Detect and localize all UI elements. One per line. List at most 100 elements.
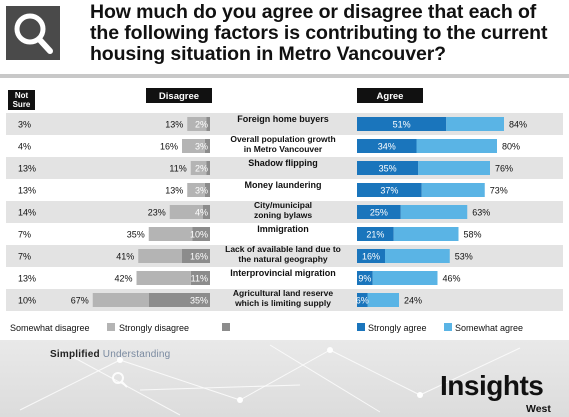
strongly-disagree-label: 3% (195, 142, 208, 152)
strongly-agree-label: 9% (358, 274, 371, 284)
somewhat-disagree-bar (138, 249, 182, 263)
category-label: the natural geography (238, 254, 328, 264)
strongly-disagree-label: 11% (191, 274, 208, 284)
strongly-disagree-label: 2% (195, 120, 208, 130)
not-sure-header-label: Sure (13, 100, 31, 109)
legend-swatch (444, 323, 452, 331)
strongly-disagree-label: 16% (190, 252, 208, 262)
agree-total-label: 73% (490, 186, 508, 196)
somewhat-agree-bar (400, 205, 468, 219)
strongly-agree-bar (357, 249, 385, 263)
page-title: How much do you agree or disagree that e… (90, 1, 548, 65)
somewhat-agree-bar (367, 293, 399, 307)
category-label: Overall population growth (230, 134, 335, 144)
legend-label: Somewhat agree (455, 323, 523, 333)
category-label: Foreign home buyers (237, 114, 329, 124)
not-sure-value: 7% (18, 252, 31, 262)
header: How much do you agree or disagree that e… (0, 0, 569, 72)
somewhat-agree-bar (416, 139, 497, 153)
agree-header-tab (357, 88, 423, 103)
strongly-agree-label: 37% (380, 186, 398, 196)
somewhat-agree-bar (418, 161, 490, 175)
strongly-disagree-label: 4% (195, 208, 208, 218)
legend-label: Strongly disagree (119, 323, 189, 333)
strongly-disagree-bar (190, 271, 210, 285)
strongly-agree-bar (357, 293, 368, 307)
strongly-disagree-bar (206, 117, 210, 131)
category-label: City/municipal (254, 200, 312, 210)
somewhat-disagree-bar (92, 293, 149, 307)
strongly-disagree-bar (204, 139, 210, 153)
agree-total-label: 58% (464, 230, 482, 240)
category-label: zoning bylaws (254, 210, 312, 220)
not-sure-value: 10% (18, 296, 36, 306)
strongly-disagree-label: 3% (195, 186, 208, 196)
strongly-disagree-label: 35% (190, 296, 208, 306)
disagree-total-label: 11% (169, 164, 186, 174)
strongly-agree-label: 34% (378, 142, 396, 152)
category-label: Agricultural land reserve (233, 288, 333, 298)
strongly-agree-bar (357, 183, 422, 197)
strongly-agree-bar (357, 139, 417, 153)
legend-swatch (107, 323, 115, 331)
disagree-total-label: 16% (160, 142, 178, 152)
somewhat-agree-bar (393, 227, 459, 241)
somewhat-agree-bar (446, 117, 504, 131)
disagree-total-label: 67% (71, 296, 89, 306)
brand-subtitle: West (526, 403, 551, 415)
strongly-agree-label: 51% (393, 120, 411, 130)
not-sure-value: 3% (18, 120, 31, 130)
search-icon (6, 6, 60, 60)
strongly-disagree-label: 10% (190, 230, 208, 240)
category-label: Interprovincial migration (230, 268, 336, 278)
strongly-agree-bar (357, 271, 373, 285)
disagree-total-label: 13% (165, 120, 183, 130)
not-sure-value: 13% (18, 164, 36, 174)
agree-header-label: Agree (377, 91, 404, 102)
disagree-header-tab (146, 88, 212, 103)
somewhat-disagree-bar (169, 205, 203, 219)
network-pattern (19, 344, 521, 416)
not-sure-value: 4% (18, 142, 31, 152)
somewhat-agree-bar (385, 249, 450, 263)
agree-total-label: 80% (502, 142, 520, 152)
disagree-total-label: 13% (165, 186, 183, 196)
legend-swatch (222, 323, 230, 331)
somewhat-disagree-bar (187, 117, 207, 131)
disagree-total-label: 41% (116, 252, 134, 262)
strongly-agree-label: 21% (366, 230, 384, 240)
strongly-disagree-bar (192, 227, 210, 241)
somewhat-disagree-bar (187, 183, 205, 197)
not-sure-header-label: Not (15, 91, 29, 100)
disagree-total-label: 42% (114, 274, 132, 284)
strongly-agree-label: 35% (379, 164, 397, 174)
agree-total-label: 24% (404, 296, 422, 306)
category-label: Shadow flipping (248, 158, 318, 168)
search-icon (112, 372, 128, 388)
strongly-disagree-bar (148, 293, 210, 307)
not-sure-header-tab (8, 90, 35, 110)
category-label: Lack of available land due to (225, 244, 341, 254)
agree-total-label: 84% (509, 120, 527, 130)
strongly-agree-label: 6% (356, 296, 369, 306)
agree-total-label: 76% (495, 164, 513, 174)
strongly-agree-bar (357, 205, 401, 219)
somewhat-disagree-bar (148, 227, 193, 241)
category-label: in Metro Vancouver (244, 144, 323, 154)
not-sure-value: 13% (18, 186, 36, 196)
strongly-disagree-bar (203, 205, 210, 219)
legend-label: Strongly agree (368, 323, 427, 333)
strongly-agree-bar (357, 161, 419, 175)
not-sure-value: 13% (18, 274, 36, 284)
somewhat-disagree-bar (182, 139, 205, 153)
category-label: Money laundering (244, 180, 321, 190)
agree-total-label: 63% (472, 208, 490, 218)
strongly-disagree-bar (206, 161, 210, 175)
strongly-disagree-bar (204, 183, 210, 197)
disagree-header-label: Disagree (159, 91, 199, 102)
category-label: which is limiting supply (234, 298, 331, 308)
somewhat-agree-bar (372, 271, 438, 285)
footer-band (0, 340, 569, 417)
category-label: Immigration (257, 224, 309, 234)
